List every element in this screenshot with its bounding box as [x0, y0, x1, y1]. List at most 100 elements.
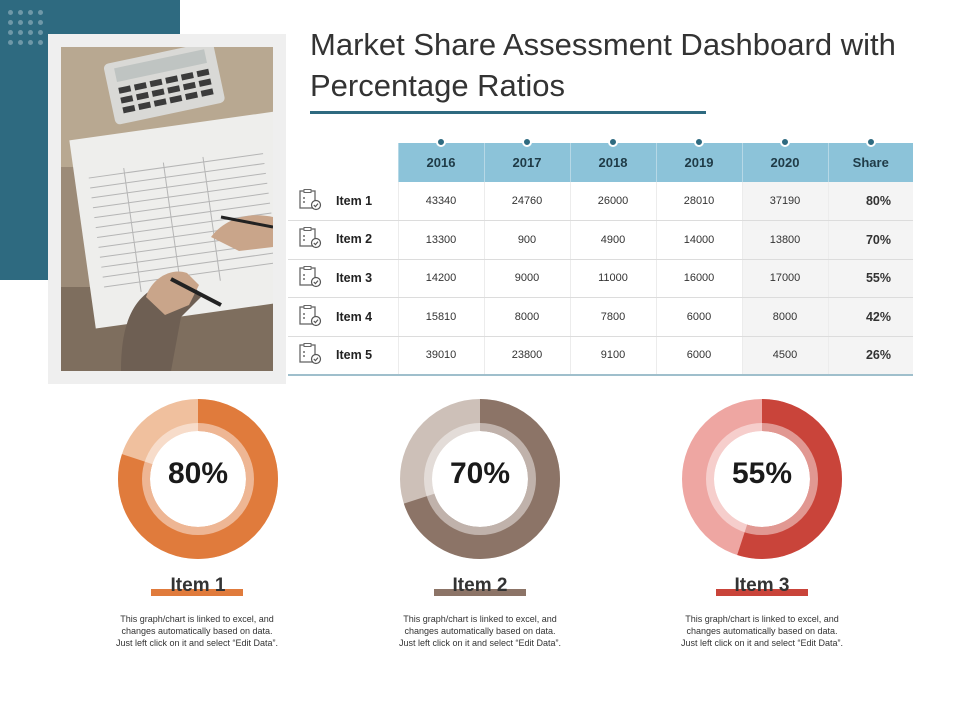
donut-value-arc	[118, 399, 278, 559]
donut-chart-item-1: 80%	[118, 399, 278, 559]
data-table: 2016 2017 2018 2019 2020 Share Item 1 433…	[288, 137, 913, 376]
table-cell: 24760	[483, 182, 570, 222]
column-header-label: 2020	[770, 155, 800, 170]
table-cell: 4900	[569, 220, 656, 260]
share-cell: 26%	[827, 336, 913, 376]
donut-chart-item-2: 70%	[400, 399, 560, 559]
column-header: 2020	[741, 137, 828, 182]
column-header-label: 2018	[598, 155, 628, 170]
table-row: Item 1 43340 24760 26000 28010 37190 80%	[288, 182, 913, 222]
row-label-cell: Item 2	[288, 220, 398, 260]
pin-icon	[865, 137, 876, 147]
table-row: Item 4 15810 8000 7800 6000 8000 42%	[288, 297, 913, 337]
desk-photo	[61, 47, 273, 371]
item-2-title: Item 2	[452, 575, 508, 596]
column-header-label: 2019	[684, 155, 714, 170]
share-cell: 42%	[827, 297, 913, 337]
donut-svg	[682, 399, 842, 559]
share-cell: 55%	[827, 259, 913, 299]
column-header-label: 2016	[426, 155, 456, 170]
pin-icon	[694, 137, 704, 147]
table-cell: 14200	[397, 259, 484, 299]
column-header: 2016	[397, 137, 484, 182]
row-label-cell: Item 3	[288, 259, 398, 299]
table-cell: 26000	[569, 182, 656, 222]
table-cell: 11000	[569, 259, 656, 299]
title-underline	[310, 111, 706, 114]
row-label: Item 2	[336, 232, 373, 247]
page-title: Market Share Assessment Dashboard with P…	[310, 27, 896, 103]
share-cell: 70%	[827, 220, 913, 260]
table-cell: 23800	[483, 336, 570, 376]
item-2-underline-bar	[434, 589, 526, 596]
table-cell: 8000	[483, 297, 570, 337]
column-header: 2017	[483, 137, 570, 182]
table-cell: 28010	[655, 182, 742, 222]
table-cell: 14000	[655, 220, 742, 260]
table-cell: 16000	[655, 259, 742, 299]
table-cell: 37190	[741, 182, 828, 222]
donut-inner-ring	[424, 423, 536, 535]
table-cell: 8000	[741, 297, 828, 337]
donut-value-arc	[400, 399, 560, 559]
donut-inner-ring	[142, 423, 254, 535]
column-header: 2018	[569, 137, 656, 182]
table-cell: 13300	[397, 220, 484, 260]
clipboard-check-icon	[298, 265, 322, 291]
column-header-label: Share	[852, 155, 889, 170]
item-1-underline-bar	[151, 589, 243, 596]
table-row: Item 2 13300 900 4900 14000 13800 70%	[288, 220, 913, 260]
table-cell: 9100	[569, 336, 656, 376]
table-cell: 7800	[569, 297, 656, 337]
donut-percentage-label: 80%	[167, 457, 229, 490]
table-cell: 15810	[397, 297, 484, 337]
table-cell: 900	[483, 220, 570, 260]
column-header: 2019	[655, 137, 742, 182]
donut-percentage-label: 70%	[449, 457, 511, 490]
row-label-cell: Item 1	[288, 182, 398, 222]
item-1-description: This graph/chart is linked to excel, and…	[115, 614, 279, 648]
clipboard-check-icon	[298, 188, 322, 214]
table-header-row: 2016 2017 2018 2019 2020 Share	[288, 137, 913, 182]
table-body: Item 1 43340 24760 26000 28010 37190 80% Item 2…	[288, 182, 913, 376]
item-1-title: Item 1	[170, 575, 226, 596]
donut-chart-item-3: 55%	[682, 399, 842, 559]
table-cell: 4500	[741, 336, 828, 376]
table-cell: 17000	[741, 259, 828, 299]
table-cell: 39010	[397, 336, 484, 376]
donut-svg	[118, 399, 278, 559]
item-3-underline-bar	[716, 589, 808, 596]
row-label-cell: Item 5	[288, 336, 398, 376]
row-label-cell: Item 4	[288, 297, 398, 337]
row-label: Item 4	[336, 309, 373, 324]
pin-icon	[780, 137, 790, 147]
table-row: Item 5 39010 23800 9100 6000 4500 26%	[288, 336, 913, 376]
clipboard-check-icon	[298, 342, 322, 368]
donut-inner-ring	[706, 423, 818, 535]
table-cell: 6000	[655, 297, 742, 337]
share-cell: 80%	[827, 182, 913, 222]
column-header: Share	[827, 137, 913, 182]
table-corner	[288, 143, 398, 182]
donut-percentage-label: 55%	[731, 457, 793, 490]
item-3-title: Item 3	[734, 575, 790, 596]
row-label: Item 5	[336, 347, 373, 362]
column-header-label: 2017	[512, 155, 542, 170]
dot-grid-decoration	[8, 10, 43, 45]
item-3-description: This graph/chart is linked to excel, and…	[680, 614, 844, 648]
clipboard-check-icon	[298, 227, 322, 252]
row-label: Item 3	[336, 270, 373, 285]
item-2-description: This graph/chart is linked to excel, and…	[398, 614, 562, 648]
photo-frame	[48, 34, 286, 384]
table-cell: 9000	[483, 259, 570, 299]
table-row: Item 3 14200 9000 11000 16000 17000 55%	[288, 259, 913, 299]
table-cell: 13800	[741, 220, 828, 260]
donut-value-arc	[682, 399, 842, 559]
pin-icon	[436, 137, 446, 147]
pin-icon	[608, 137, 618, 147]
donut-svg	[400, 399, 560, 559]
pin-icon	[522, 137, 532, 147]
row-label: Item 1	[336, 193, 373, 208]
table-cell: 43340	[397, 182, 484, 222]
clipboard-check-icon	[298, 304, 322, 330]
